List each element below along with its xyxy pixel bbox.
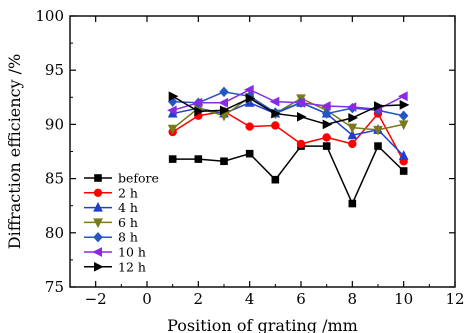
legend-label: 4 h [118,200,138,215]
series-6 [166,84,408,116]
y-tick-label: 95 [45,61,64,79]
legend-entry: 2 h [84,185,138,200]
data-point [397,91,408,102]
legend-entry: 10 h [84,245,146,260]
data-point [295,97,306,108]
x-tick-label: 0 [142,290,152,308]
data-point [296,139,306,149]
data-point [373,101,384,111]
data-point [245,93,256,104]
legend-marker [93,232,103,243]
data-point [398,150,409,160]
series-line [172,88,405,112]
data-point [322,133,331,142]
legend-marker [94,261,104,272]
data-point [322,142,331,150]
data-point [245,122,254,131]
legend-marker [93,218,103,229]
legend-entry: 6 h [84,215,138,230]
data-point [245,149,254,158]
data-point [271,175,280,184]
data-point [399,100,410,110]
data-point [399,167,408,175]
y-tick-label: 90 [45,115,64,133]
series-7 [168,91,410,130]
data-point [321,108,332,119]
data-point [346,102,357,112]
data-point [320,101,331,111]
axes: −2 0 2 4 6 8 10 12 75 80 85 90 95 100 [35,7,464,308]
data-point [348,199,357,208]
data-point [218,97,229,108]
x-tick-label: 4 [245,290,255,308]
data-point [347,129,358,140]
legend-marker [93,201,103,212]
x-tick-label: −2 [85,290,107,308]
y-axis-title: Diffraction efficiency /% [5,54,24,250]
data-point [166,105,177,116]
data-point [243,84,254,95]
data-point [168,155,177,163]
data-point [219,105,230,116]
series-2 [168,107,408,166]
data-point [398,110,409,121]
data-point [194,155,203,163]
data-point [192,97,203,108]
legend-entry: 8 h [84,230,138,245]
x-tick-label: 10 [394,290,413,308]
data-point [296,111,307,122]
y-tick-label: 80 [45,224,64,242]
legend-marker [94,174,102,182]
series-line [172,110,405,162]
legend-label: 6 h [118,215,138,230]
legend-entry: 12 h [84,259,146,274]
data-point [374,142,382,150]
series-line [172,144,405,206]
legend-entry: 4 h [84,200,138,215]
data-point [167,124,178,135]
legend-entry: before [84,171,159,186]
series-1 [168,142,408,208]
data-point [219,86,229,98]
data-point [168,91,179,102]
x-tick-label: 2 [194,290,204,308]
series-line [172,96,404,131]
series-line [172,95,404,126]
y-tick-label: 100 [35,7,64,25]
data-point [322,119,333,130]
plot-area [166,84,410,208]
legend-label: 2 h [118,185,138,200]
data-point [373,125,383,136]
x-tick-label: 12 [445,290,464,308]
legend-label: 12 h [118,259,146,274]
data-point [269,96,280,107]
data-point [347,123,358,134]
legend-label: before [118,171,159,186]
x-tick-label: 6 [296,290,306,308]
legend-label: 10 h [118,245,146,260]
data-point [348,139,357,149]
x-tick-label: 8 [348,290,358,308]
x-axis-title: Position of grating /mm [167,316,358,333]
legend-marker [92,247,102,257]
legend-marker [93,188,103,197]
y-tick-label: 85 [45,170,64,188]
data-point [348,113,359,123]
data-point [271,121,280,130]
series-line [172,91,404,117]
data-point [220,157,228,166]
data-point [271,108,282,119]
data-point [194,106,205,117]
legend-label: 8 h [118,230,138,245]
y-tick-label: 75 [45,278,64,296]
